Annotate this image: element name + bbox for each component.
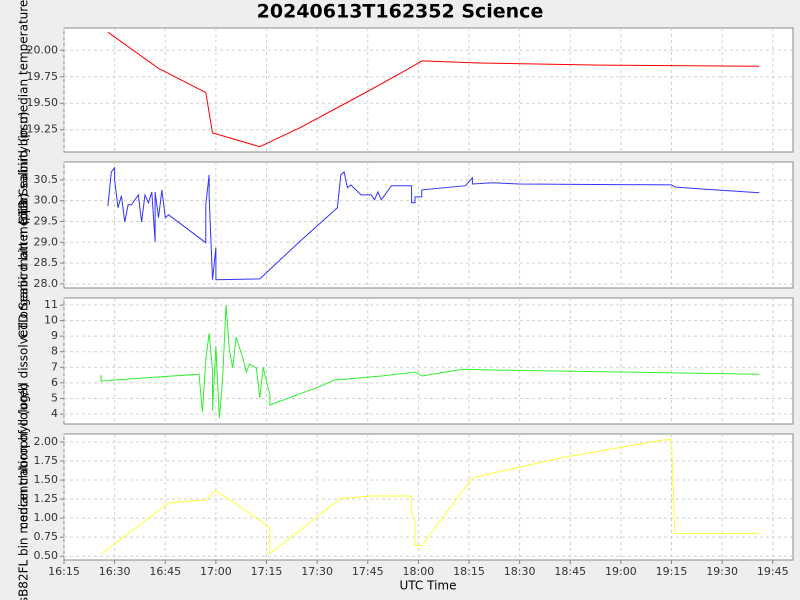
y-tick-label: 0.50 [34, 549, 59, 562]
y-axis-label: bsB82FL bin median chlorophyll (ug/l) [17, 383, 31, 600]
plot-area [63, 433, 794, 561]
x-tick-label: 16:45 [149, 565, 181, 578]
x-tick-label: 18:30 [504, 565, 536, 578]
y-tick-label: 29.5 [34, 214, 59, 227]
y-tick-label: 6 [51, 376, 58, 389]
y-tick-label: 28.0 [34, 277, 59, 290]
y-tick-label: 30.0 [34, 194, 59, 207]
plot-area [63, 27, 794, 153]
x-tick-label: 19:15 [656, 565, 688, 578]
x-tick-label: 17:45 [352, 565, 384, 578]
data-line [107, 31, 760, 148]
x-tick-label: 16:30 [99, 565, 131, 578]
y-tick-label: 1.25 [34, 492, 59, 505]
data-line [100, 304, 760, 419]
x-tick-label: 18:45 [554, 565, 586, 578]
y-tick-label: 29.0 [34, 235, 59, 248]
y-tick-label: 1.00 [34, 511, 59, 524]
y-axis-label: CTD Seabird bin median temperature (degC… [17, 0, 31, 225]
chart-title: 20240613T162352 Science [257, 1, 544, 23]
plot-area [63, 297, 794, 425]
x-tick-label: 18:15 [453, 565, 485, 578]
x-tick-label: 17:30 [301, 565, 333, 578]
y-axis-label: concentration of colored dissolved organ… [17, 193, 31, 529]
y-tick-label: 20.00 [27, 43, 59, 56]
y-tick-label: 1.75 [34, 454, 59, 467]
y-tick-label: 19.25 [27, 123, 59, 136]
data-line [107, 166, 760, 281]
x-tick-label: 17:15 [251, 565, 283, 578]
y-tick-label: 19.50 [27, 96, 59, 109]
y-tick-label: 1.50 [34, 473, 59, 486]
data-line [100, 439, 760, 555]
y-tick-label: 5 [51, 391, 58, 404]
y-axis-label: CTD Seabird bin median salinity (psu) [17, 111, 31, 338]
x-axis-label: UTC Time [400, 579, 457, 593]
y-tick-label: 28.5 [34, 256, 59, 269]
y-tick-label: 0.75 [34, 530, 59, 543]
y-tick-label: 7 [51, 360, 58, 373]
x-tick-label: 16:15 [48, 565, 80, 578]
y-tick-label: 30.5 [34, 173, 59, 186]
y-tick-label: 2.00 [34, 435, 59, 448]
y-tick-label: 4 [51, 407, 58, 420]
y-tick-label: 11 [44, 298, 58, 311]
x-tick-label: 19:00 [605, 565, 637, 578]
plot-area [63, 161, 794, 289]
x-tick-label: 18:00 [403, 565, 435, 578]
y-tick-label: 19.75 [27, 70, 59, 83]
y-tick-label: 10 [44, 314, 58, 327]
x-tick-label: 19:30 [706, 565, 738, 578]
x-tick-label: 17:00 [200, 565, 232, 578]
y-tick-label: 9 [51, 329, 58, 342]
y-tick-label: 8 [51, 345, 58, 358]
x-tick-label: 19:45 [757, 565, 789, 578]
